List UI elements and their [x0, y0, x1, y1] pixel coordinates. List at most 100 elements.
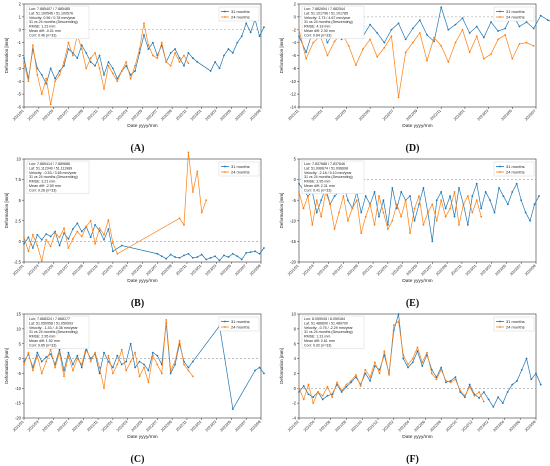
- data-point: [138, 48, 141, 50]
- data-point: [147, 48, 150, 50]
- data-point: [191, 375, 194, 378]
- data-point: [458, 186, 460, 189]
- data-point: [459, 391, 462, 393]
- x-tick-label: 2021/03: [27, 264, 40, 277]
- data-point: [80, 44, 83, 47]
- x-tick-label: 2023/07: [234, 109, 247, 122]
- annotation-line: Lon: 7.837688 / 7.837646: [304, 162, 345, 166]
- legend-marker: [224, 320, 226, 323]
- annotation-line: Lon: 7.885407 / 7.885485: [29, 7, 70, 11]
- data-point: [205, 199, 208, 202]
- data-point: [258, 35, 261, 38]
- y-tick-label: -15: [290, 239, 297, 244]
- annotation-box: [301, 315, 365, 349]
- data-point: [231, 52, 234, 54]
- data-point: [125, 369, 128, 372]
- data-point: [80, 366, 83, 369]
- data-point: [58, 351, 61, 354]
- y-axis-label: Deformation [mm]: [4, 193, 9, 229]
- x-tick-label: 2023/01: [453, 109, 466, 122]
- x-tick-label: 2022/07: [420, 264, 433, 277]
- annotation-line: Lat: 51.050958 / 51.050993: [29, 321, 73, 325]
- y-tick-label: -5: [292, 198, 296, 203]
- legend-label: 31 months: [506, 164, 525, 169]
- x-tick-label: 2022/03: [116, 264, 129, 277]
- data-point: [376, 32, 379, 34]
- y-tick-label: 8: [294, 326, 297, 331]
- x-tick-label: 2023/09: [249, 420, 262, 433]
- y-tick-label: 5: [294, 157, 297, 162]
- data-point: [461, 28, 464, 31]
- data-point: [187, 62, 190, 65]
- data-point: [539, 383, 542, 386]
- data-point: [320, 215, 323, 218]
- data-point: [134, 64, 136, 67]
- data-point: [511, 191, 514, 193]
- data-point: [116, 252, 119, 255]
- x-tick-label: 2021/11: [86, 420, 98, 432]
- data-point: [76, 354, 79, 357]
- annotation-line: 31 vs 24 months (Descending): [304, 330, 353, 334]
- legend-label: 24 months: [506, 169, 525, 174]
- data-point: [502, 195, 505, 197]
- data-point: [333, 195, 336, 197]
- annotation-line: Mean diff: -0.01 mm: [29, 29, 61, 33]
- data-point: [191, 256, 194, 259]
- data-point: [27, 236, 30, 239]
- y-tick-label: 10: [16, 157, 21, 162]
- x-tick-label: 2022/09: [160, 420, 173, 433]
- annotation-line: 31 vs 24 months (Descending): [29, 330, 78, 334]
- data-point: [58, 348, 61, 351]
- data-point: [94, 351, 96, 354]
- data-point: [400, 191, 403, 193]
- annotation-line: 31 vs 24 months (Descending): [304, 175, 353, 179]
- data-point: [178, 61, 181, 63]
- data-point: [397, 313, 400, 315]
- x-tick-label: 2023/06: [508, 420, 521, 433]
- data-point: [116, 80, 119, 83]
- x-tick-label: 2023/03: [477, 109, 490, 122]
- data-point: [45, 360, 48, 363]
- legend-label: 24 months: [231, 14, 250, 19]
- data-point: [107, 354, 110, 357]
- data-point: [45, 82, 48, 85]
- y-axis-label: Deformation [mm]: [279, 38, 284, 74]
- data-point: [418, 203, 420, 206]
- data-point: [321, 398, 324, 401]
- data-point: [85, 225, 88, 228]
- data-point: [383, 41, 386, 44]
- data-point: [426, 211, 429, 214]
- data-point: [80, 235, 83, 238]
- data-point: [160, 372, 163, 375]
- x-tick-label: 2021/05: [317, 264, 330, 277]
- annotation-line: Corr: 0.92 (n=33): [304, 343, 331, 347]
- data-point: [515, 182, 518, 185]
- x-tick-label: 2022/03: [116, 109, 129, 122]
- data-point: [23, 363, 25, 366]
- data-point: [45, 238, 48, 241]
- data-point: [67, 247, 70, 249]
- data-point: [183, 363, 185, 366]
- data-point: [71, 369, 74, 372]
- data-point: [107, 64, 110, 67]
- data-point: [440, 6, 443, 9]
- data-point: [54, 366, 57, 369]
- data-point: [143, 22, 145, 25]
- data-point: [245, 252, 248, 254]
- data-point: [209, 70, 212, 72]
- x-tick-label: 2022/06: [414, 420, 427, 433]
- annotation-line: Lon: 7.889414 / 7.889686: [29, 162, 70, 166]
- x-tick-label: 2022/12: [461, 420, 474, 433]
- data-point: [111, 67, 114, 70]
- data-point: [497, 30, 499, 32]
- data-point: [89, 219, 92, 222]
- data-point: [315, 199, 318, 202]
- data-point: [530, 378, 533, 381]
- data-point: [36, 73, 39, 76]
- data-point: [258, 366, 261, 369]
- x-axis-label: Date yyyy/mm: [127, 434, 157, 440]
- data-point: [447, 28, 450, 31]
- y-tick-label: 5: [19, 198, 22, 203]
- data-point: [245, 22, 248, 25]
